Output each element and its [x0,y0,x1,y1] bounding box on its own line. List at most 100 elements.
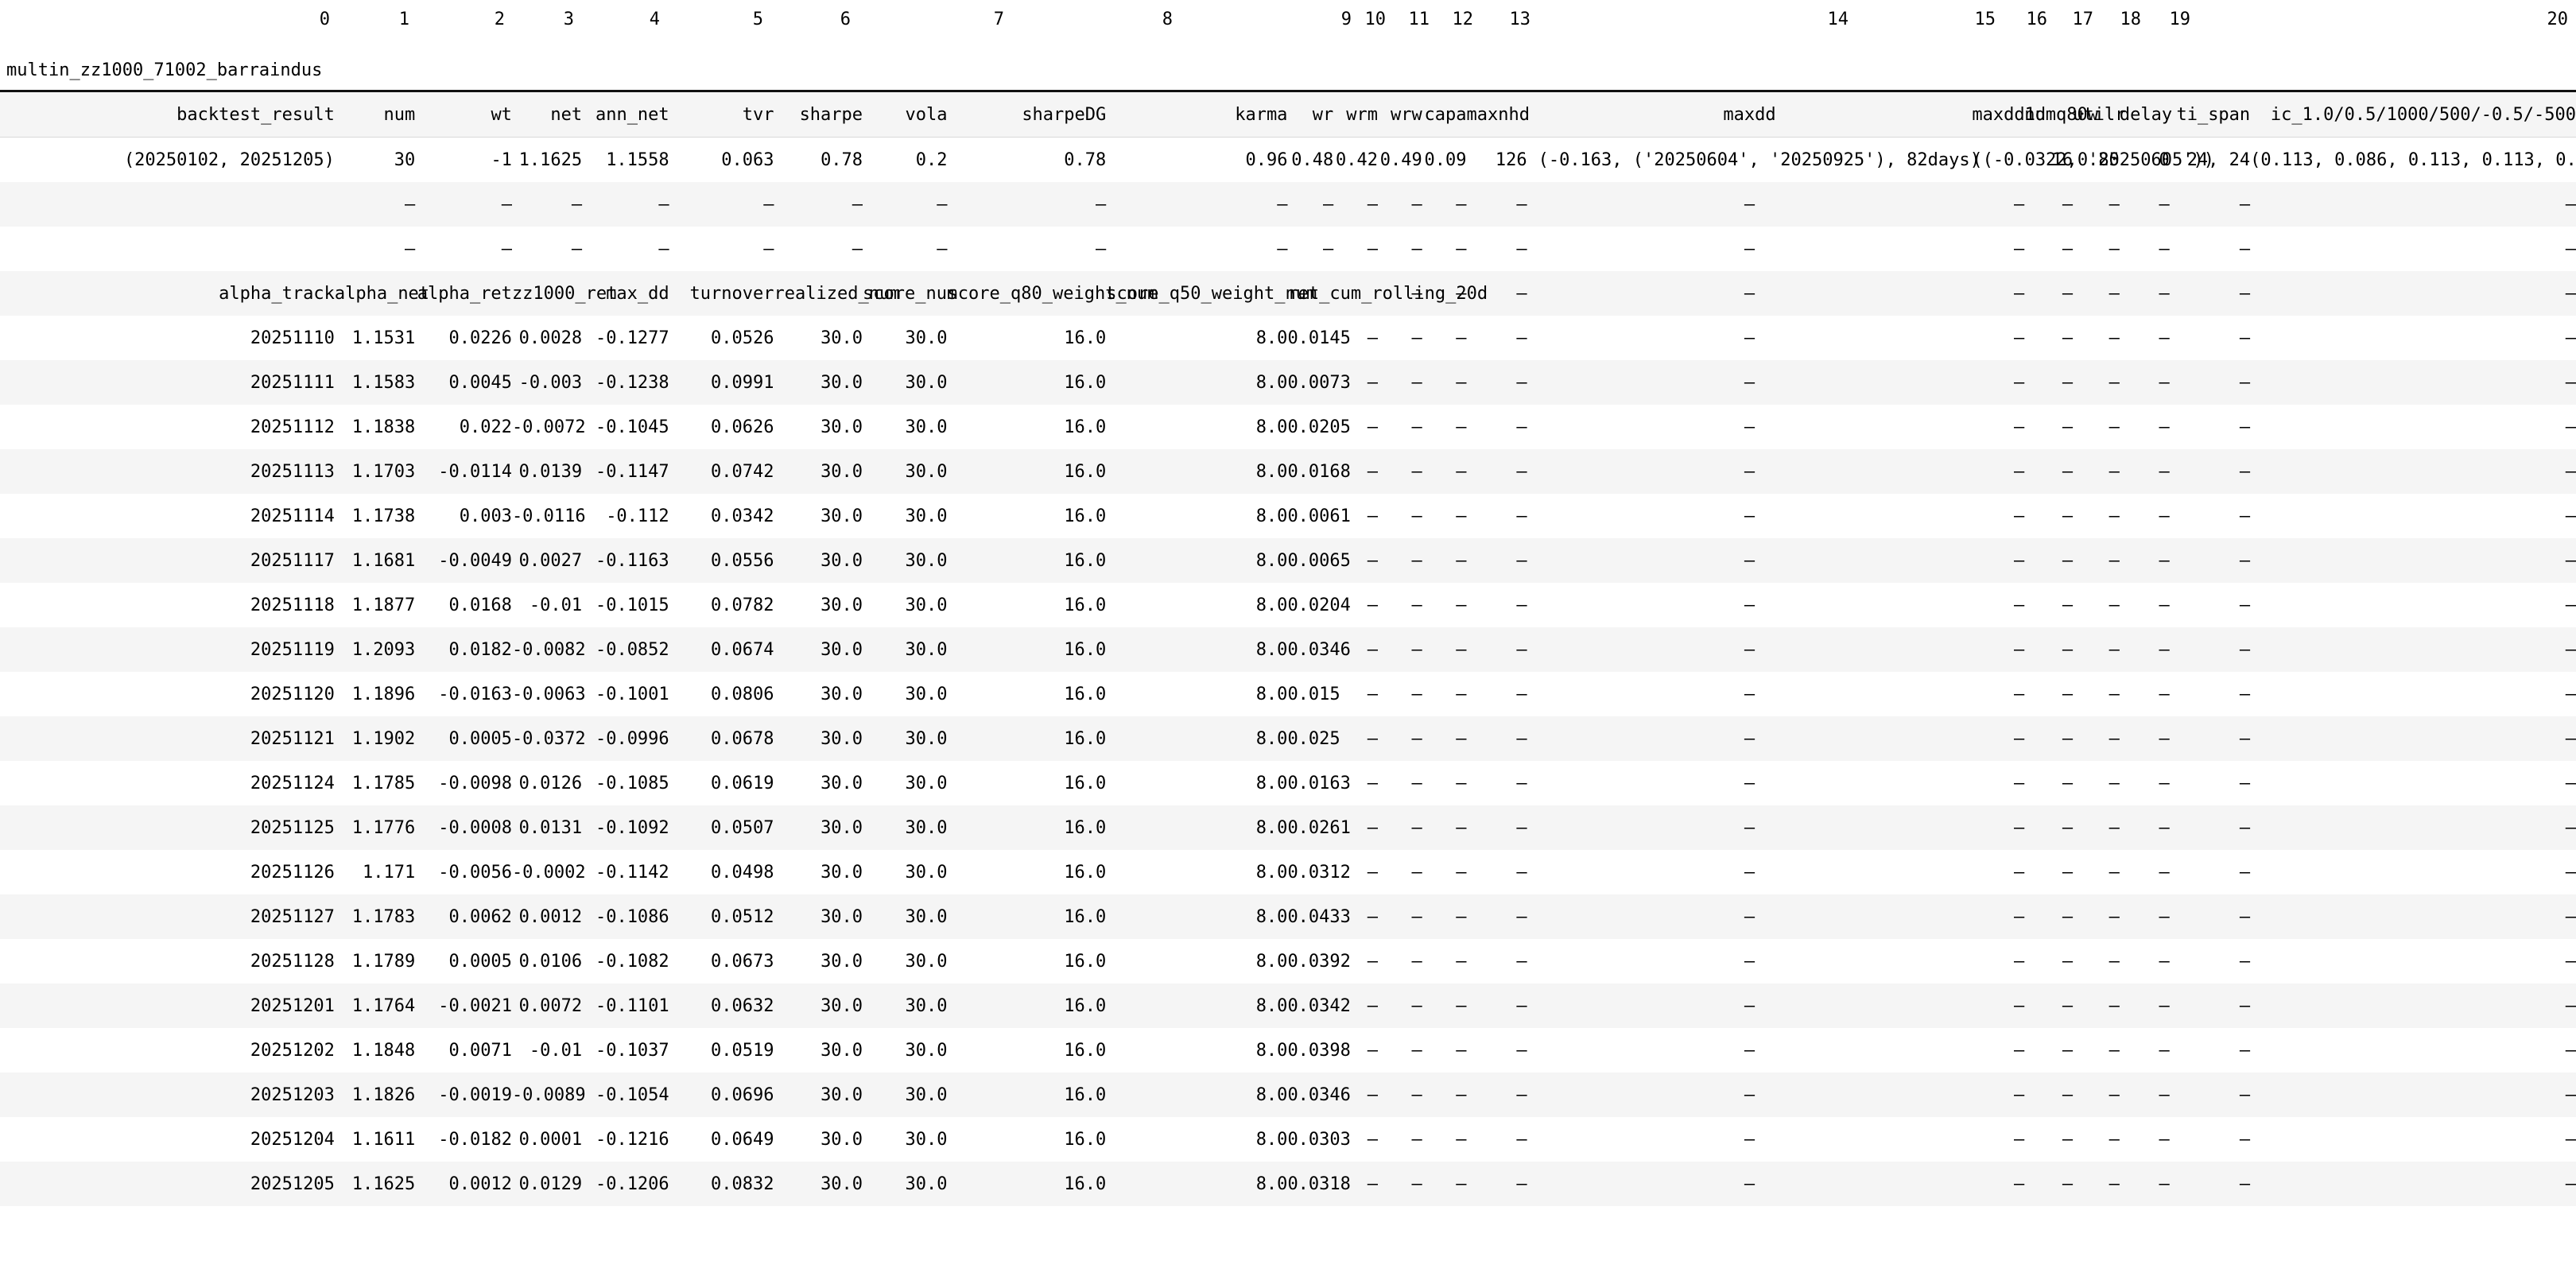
cell-dash: — [1367,639,1378,660]
column-index-16: 16 [2026,10,2048,29]
cell-dash: — [1411,283,1422,304]
col-header-wrw[interactable]: wrw [1391,104,1422,125]
subcol-header-realized_num[interactable]: realized_num [774,283,901,304]
cell-alpha_ret: -0.0021 [438,995,512,1016]
col-header-wrm[interactable]: wrm [1346,104,1378,125]
subcol-header-score_q80_weight_num[interactable]: score_q80_weight_num [947,283,1158,304]
cell-dash: — [2159,1129,2170,1150]
cell-dash: — [1456,506,1467,526]
cell-max_dd: -0.112 [606,506,669,526]
col-header-sharpeDG[interactable]: sharpeDG [1022,104,1107,125]
col-header-sharpe[interactable]: sharpe [799,104,863,125]
cell-realized_num: 30.0 [821,506,863,526]
dash-row[interactable]: — — — — — — — — — — — — — — — — — — — — [0,182,2576,227]
cell-max_dd: -0.1163 [595,550,669,571]
table-row[interactable]: 20251203 1.1826 -0.0019 -0.0089 -0.1054 0.069… [0,1073,2576,1117]
col-header-wr[interactable]: wr [1312,104,1334,125]
cell-dash: — [1744,1040,1755,1061]
col-header-karma[interactable]: karma [1235,104,1288,125]
subcol-header-ret_cum_rolling_20d[interactable]: ret_cum_rolling_20d [1287,283,1488,304]
cell-dash: — [2014,239,2025,259]
cell-turnover: 0.0782 [711,595,774,615]
column-index-11: 11 [1408,10,1430,29]
cell-max_dd: -0.1054 [595,1084,669,1105]
subcol-header-score_q50_weight_num[interactable]: score_q50_weight_num [1106,283,1317,304]
table-row[interactable]: 20251120 1.1896 -0.0163 -0.0063 -0.1001 0.080… [0,672,2576,716]
cell-dash: — [1411,595,1422,615]
table-row[interactable]: 20251204 1.1611 -0.0182 0.0001 -0.1216 0.0649… [0,1117,2576,1162]
col-header-maxnhd[interactable]: maxnhd [1466,104,1530,125]
cell-dash: — [2109,595,2120,615]
cell-realized_num: 30.0 [821,862,863,883]
cell-max_dd: -0.1085 [595,773,669,793]
cell-dash: — [2014,1129,2025,1150]
cell-dash: — [1516,1040,1527,1061]
cell-ret_cum_rolling_20d: 0.0163 [1287,773,1351,793]
cell-score_q50_weight_num: 8.0 [1255,595,1288,615]
dash-row[interactable]: — — — — — — — — — — — — — — — — — — — — [0,227,2576,271]
col-header-ic[interactable]: ic_1.0/0.5/1000/500/-0.5/-500 [2270,104,2576,125]
table-row[interactable]: 20251127 1.1783 0.0062 0.0012 -0.1086 0.0512 3… [0,894,2576,939]
col-header-wt[interactable]: wt [491,104,512,125]
cell-vola: 0.2 [915,149,948,170]
cell-dash: — [1367,506,1378,526]
col-header-num[interactable]: num [383,104,416,125]
column-index-4: 4 [649,10,660,29]
subcol-header-zz1000_ret[interactable]: zz1000_ret [511,283,618,304]
cell-dash: — [2062,1129,2074,1150]
cell-dash: — [501,239,512,259]
cell-alpha_track: 20251201 [250,995,335,1016]
cell-dash: — [1456,1174,1467,1194]
col-header-maxdd1d[interactable]: maxdd1d [1972,104,2046,125]
col-header-net[interactable]: net [550,104,583,125]
subcol-header-alpha_ret[interactable]: alpha_ret [417,283,512,304]
cell-dash: — [2239,194,2251,215]
table-row[interactable]: 20251125 1.1776 -0.0008 0.0131 -0.1092 0.0507… [0,805,2576,850]
table-row[interactable]: 20251201 1.1764 -0.0021 0.0072 -0.1101 0.0632… [0,983,2576,1028]
summary-row[interactable]: (20250102, 20251205) 30 -1 1.1625 1.1558… [0,137,2576,182]
table-row[interactable]: 20251202 1.1848 0.0071 -0.01 -0.1037 0.0519 30… [0,1028,2576,1073]
col-header-delay[interactable]: delay [2119,104,2173,125]
cell-dash: — [2565,461,2576,482]
cell-dash: — [1516,728,1527,749]
table-row[interactable]: 20251205 1.1625 0.0012 0.0129 -0.1206 0.0832 3… [0,1162,2576,1206]
subcol-header-score_num[interactable]: score_num [863,283,958,304]
cell-maxnhd: 126 [1495,149,1527,170]
col-header-backtest_result[interactable]: backtest_result [177,104,335,125]
table-row[interactable]: 20251111 1.1583 0.0045 -0.003 -0.1238 0.0991 3… [0,360,2576,405]
table-row[interactable]: 20251112 1.1838 0.022 -0.0072 -0.1045 0.0626 3… [0,405,2576,449]
subcol-header-turnover[interactable]: turnover [689,283,774,304]
subcol-header-max_dd[interactable]: max_dd [606,283,669,304]
table-row[interactable]: 20251113 1.1703 -0.0114 0.0139 -0.1147 0.0742… [0,449,2576,494]
col-header-vola[interactable]: vola [905,104,948,125]
cell-dash: — [2159,906,2170,927]
cell-turnover: 0.0507 [711,817,774,838]
subcol-header-alpha_net[interactable]: alpha_net [334,283,430,304]
col-header-ti_span[interactable]: ti_span [2176,104,2251,125]
cell-alpha_track: 20251110 [250,328,335,348]
cell-dash: — [2062,239,2074,259]
col-header-tvr[interactable]: tvr [742,104,774,125]
table-row[interactable]: 20251110 1.1531 0.0226 0.0028 -0.1277 0.0526 3… [0,316,2576,360]
subcol-header-alpha_track[interactable]: alpha_track [219,283,335,304]
col-header-utilr[interactable]: utilr [2073,104,2126,125]
cell-dash: — [1516,906,1527,927]
table-row[interactable]: 20251118 1.1877 0.0168 -0.01 -0.1015 0.0782 30… [0,583,2576,627]
col-header-ann_net[interactable]: ann_net [595,104,669,125]
cell-score_q80_weight_num: 16.0 [1064,639,1107,660]
cell-dash: — [2565,906,2576,927]
table-row[interactable]: 20251119 1.2093 0.0182 -0.0082 -0.0852 0.0674… [0,627,2576,672]
col-header-numq80w[interactable]: numq80w [2024,104,2098,125]
table-row[interactable]: 20251124 1.1785 -0.0098 0.0126 -0.1085 0.0619… [0,761,2576,805]
table-row[interactable]: 20251114 1.1738 0.003 -0.0116 -0.112 0.0342 30… [0,494,2576,538]
col-header-maxdd[interactable]: maxdd [1723,104,1776,125]
cell-score_num: 30.0 [905,906,948,927]
cell-wr: 0.48 [1291,149,1334,170]
cell-score_q50_weight_num: 8.0 [1255,1174,1288,1194]
cell-dash: — [2014,862,2025,883]
col-header-capa[interactable]: capa [1424,104,1467,125]
table-row[interactable]: 20251121 1.1902 0.0005 -0.0372 -0.0996 0.0678… [0,716,2576,761]
table-row[interactable]: 20251126 1.171 -0.0056 -0.0002 -0.1142 0.0498… [0,850,2576,894]
table-row[interactable]: 20251128 1.1789 0.0005 0.0106 -0.1082 0.0673 3… [0,939,2576,983]
table-row[interactable]: 20251117 1.1681 -0.0049 0.0027 -0.1163 0.0556… [0,538,2576,583]
